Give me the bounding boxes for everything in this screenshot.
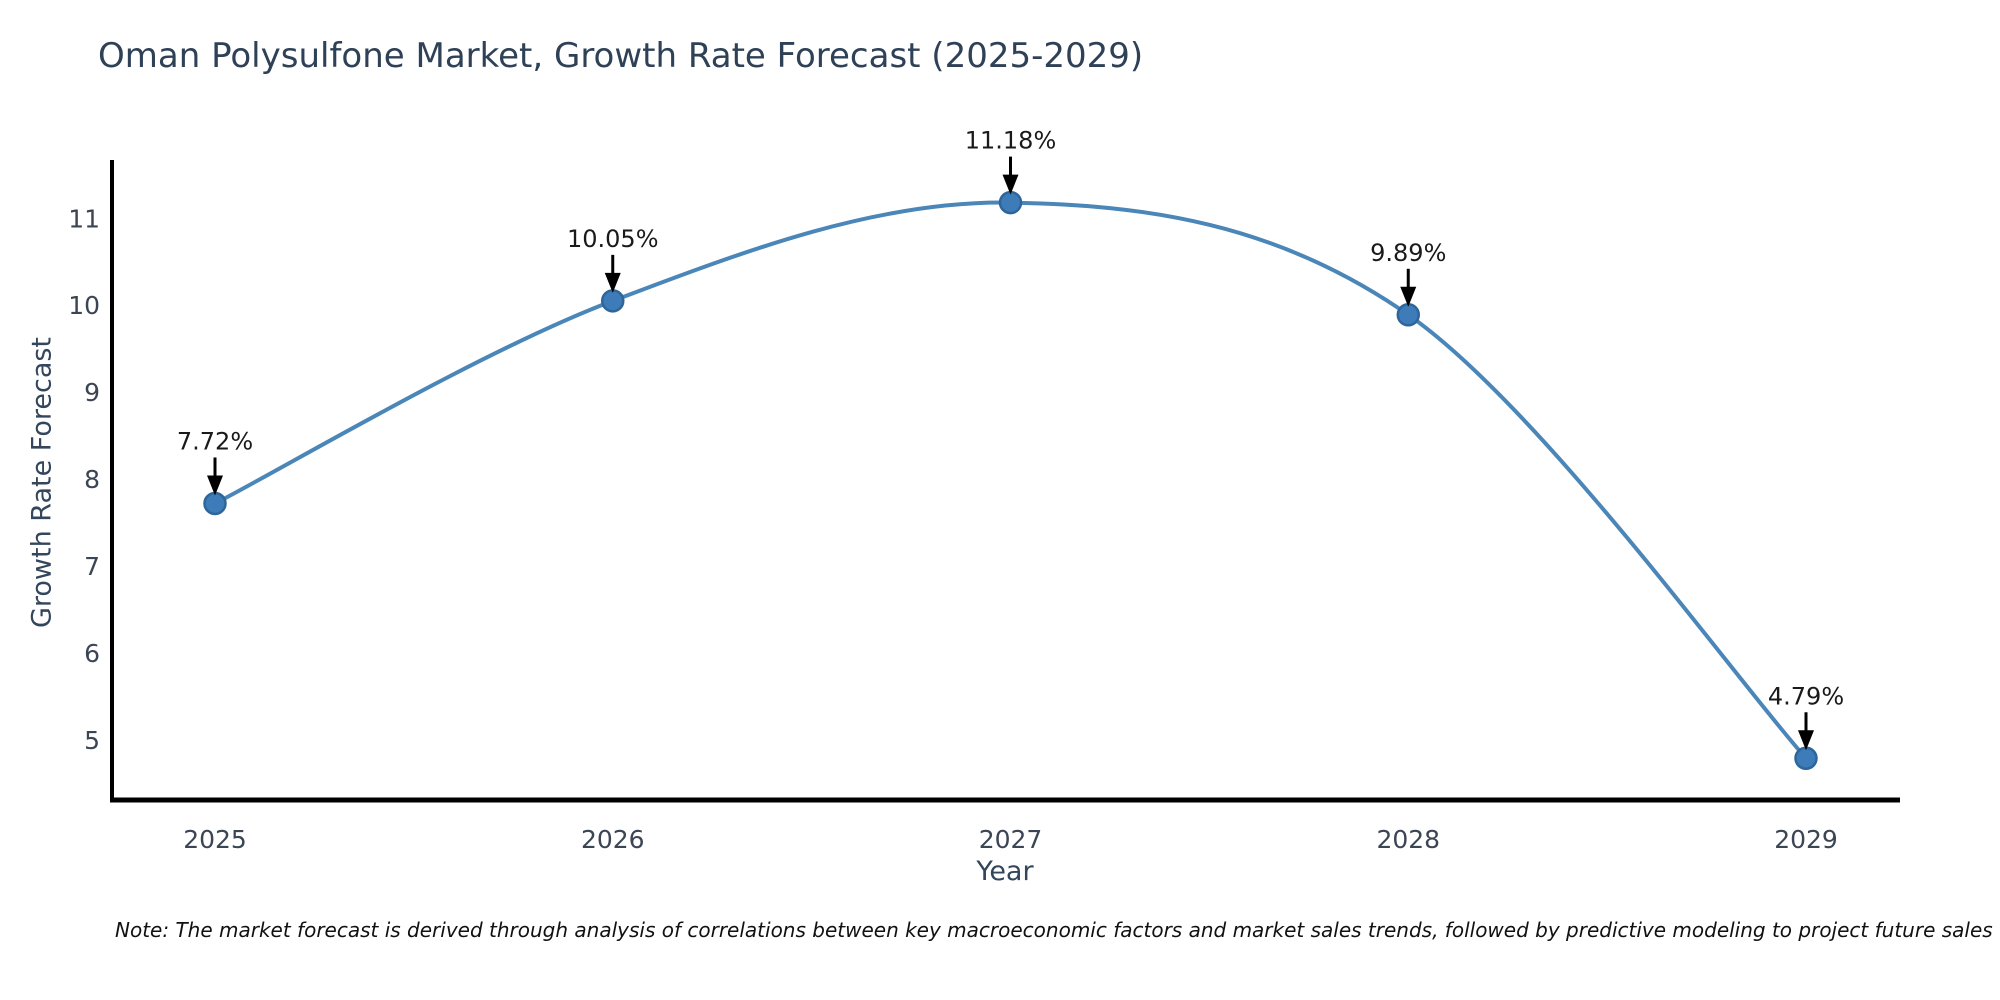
x-tick-label: 2028 [1376,825,1440,854]
data-point-label: 9.89% [1370,239,1446,267]
annotation-arrowhead [207,475,223,496]
y-tick-label: 11 [68,204,100,233]
x-tick-label: 2029 [1774,825,1838,854]
y-tick-label: 6 [84,639,100,668]
y-tick-label: 5 [84,726,100,755]
data-point-marker [203,491,227,516]
forecast-line [213,200,1808,761]
y-tick-label: 8 [84,465,100,494]
y-axis-title: Growth Rate Forecast [26,336,58,629]
y-tick-label: 9 [84,378,100,407]
data-point-label: 4.79% [1768,682,1844,710]
data-point-marker [1794,746,1818,771]
y-tick-label: 10 [68,291,100,320]
data-point-marker [998,190,1023,215]
y-tick-label: 7 [84,552,100,581]
chart-title: Oman Polysulfone Market, Growth Rate For… [98,36,1144,76]
x-tick-label: 2026 [581,825,645,854]
x-tick-label: 2025 [183,825,247,854]
data-point-label: 10.05% [567,225,659,253]
chart-footnote: Note: The market forecast is derived thr… [115,918,1993,942]
data-point-label: 11.18% [965,127,1057,155]
data-point-label: 7.72% [177,427,253,455]
data-point-marker [601,289,625,313]
annotation-arrowhead [1002,174,1019,195]
annotation-arrowhead [1400,286,1417,307]
data-point-marker [1396,303,1420,327]
x-tick-label: 2027 [979,825,1043,854]
annotation-arrowhead [604,272,621,293]
x-axis-title: Year [976,856,1034,887]
annotation-arrowhead [1798,730,1814,751]
